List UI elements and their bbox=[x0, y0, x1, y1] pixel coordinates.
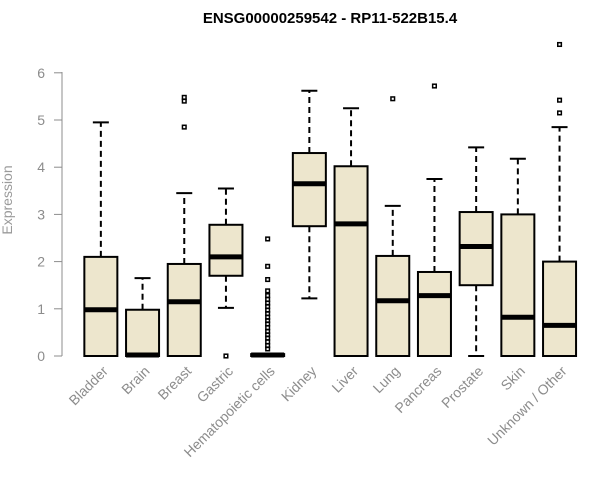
y-tick-label: 0 bbox=[37, 348, 45, 364]
x-tick-label: Skin bbox=[497, 363, 528, 394]
y-axis-label: Expression bbox=[0, 165, 15, 234]
outlier-point bbox=[557, 110, 563, 116]
iqr-box bbox=[208, 223, 244, 277]
iqr-box bbox=[542, 260, 578, 358]
iqr-box bbox=[83, 255, 119, 358]
box-1 bbox=[83, 121, 119, 358]
box-5 bbox=[250, 236, 286, 358]
y-tick-label: 1 bbox=[37, 301, 45, 317]
outlier-point bbox=[390, 96, 396, 102]
iqr-box bbox=[291, 152, 327, 228]
box-4 bbox=[208, 187, 244, 359]
x-tick-label: Lung bbox=[370, 363, 403, 396]
iqr-box bbox=[500, 213, 536, 357]
box-8 bbox=[375, 96, 411, 358]
box-9 bbox=[416, 83, 452, 358]
iqr-box bbox=[333, 165, 369, 357]
outlier-point bbox=[181, 94, 187, 100]
y-tick-label: 3 bbox=[37, 206, 45, 222]
outlier-point bbox=[557, 41, 563, 48]
outlier-point bbox=[265, 293, 271, 299]
x-tick-label: Prostate bbox=[438, 363, 486, 411]
box-10 bbox=[458, 146, 494, 357]
x-tick-label: Breast bbox=[154, 363, 194, 403]
box-2 bbox=[125, 277, 161, 358]
iqr-box bbox=[166, 262, 202, 357]
y-tick-label: 5 bbox=[37, 112, 45, 128]
iqr-box bbox=[375, 254, 411, 358]
outlier-point bbox=[265, 288, 271, 294]
outlier-point bbox=[223, 353, 229, 359]
x-tick-label: Liver bbox=[328, 363, 361, 396]
x-tick-label: Bladder bbox=[66, 363, 112, 409]
x-tick-label: Kidney bbox=[278, 363, 320, 405]
box-3 bbox=[166, 94, 202, 357]
chart-title: ENSG00000259542 - RP11-522B15.4 bbox=[203, 10, 458, 27]
outlier-point bbox=[557, 97, 563, 103]
outlier-point bbox=[265, 276, 271, 283]
y-tick-label: 2 bbox=[37, 254, 45, 270]
outlier-point bbox=[265, 236, 271, 242]
boxes-group bbox=[83, 41, 578, 359]
y-axis-ticks: 0 1 2 3 4 5 6 bbox=[37, 65, 62, 364]
outlier-point bbox=[181, 124, 187, 130]
iqr-box bbox=[125, 308, 161, 357]
x-tick-label: Brain bbox=[118, 363, 152, 397]
y-tick-label: 4 bbox=[37, 159, 45, 175]
box-11 bbox=[500, 157, 536, 357]
box-6 bbox=[291, 89, 327, 300]
outlier-point bbox=[431, 83, 437, 89]
iqr-box bbox=[416, 270, 452, 358]
box-12 bbox=[542, 41, 578, 358]
x-tick-label: Unknown / Other bbox=[484, 363, 570, 449]
y-tick-label: 6 bbox=[37, 65, 45, 81]
box-7 bbox=[333, 107, 369, 357]
outlier-point bbox=[265, 263, 271, 269]
